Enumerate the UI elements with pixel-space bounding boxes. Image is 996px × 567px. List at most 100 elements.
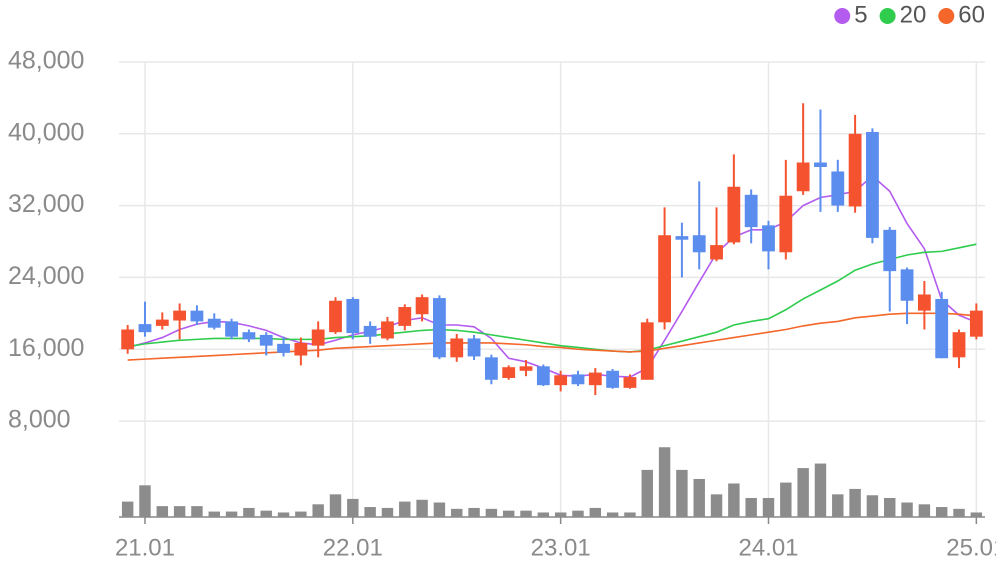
candle-body: [277, 343, 290, 353]
volume-bar: [693, 478, 705, 517]
candle-body: [450, 338, 464, 358]
volume-bar: [554, 512, 567, 517]
volume-bar: [191, 506, 203, 517]
ma-line: [127, 312, 977, 361]
volume-bar: [139, 485, 151, 517]
candle-body: [121, 329, 135, 350]
volume-bar: [468, 507, 480, 517]
y-tick-label: 16,000: [8, 334, 84, 362]
candle-body: [207, 318, 221, 328]
candle-body: [415, 297, 429, 315]
x-tick-label: 23.01: [531, 534, 591, 561]
candle-body: [692, 235, 706, 253]
volume-bar: [329, 494, 342, 517]
volume-bar: [762, 497, 775, 517]
volume-bar: [416, 499, 428, 517]
candle-body: [225, 321, 238, 337]
candle-body: [311, 329, 325, 346]
candle-body: [883, 229, 897, 272]
volume-bar: [849, 488, 861, 517]
candle-body: [173, 310, 187, 321]
volume-bar: [121, 501, 134, 517]
candle-body: [658, 235, 671, 323]
volume-bar: [520, 510, 532, 517]
candle-body: [242, 332, 256, 340]
candle-body: [814, 162, 827, 167]
candle-body: [710, 245, 723, 260]
candle-body: [536, 366, 550, 386]
volume-bar: [572, 510, 584, 517]
volume-bar: [433, 502, 446, 517]
legend-label: 60: [958, 1, 985, 28]
volume-bar: [173, 506, 186, 517]
volume-bar: [728, 483, 740, 517]
candle-body: [588, 372, 602, 386]
candle-body: [519, 366, 533, 371]
volume-bar: [589, 507, 602, 517]
x-tick-label: 25.01: [946, 534, 996, 561]
volume-bar: [641, 469, 653, 517]
candle-body: [866, 131, 879, 238]
candle-body: [329, 300, 342, 333]
volume-bar: [537, 512, 550, 517]
volume-bar: [884, 497, 896, 517]
candle-body: [762, 225, 775, 252]
volume-bar: [745, 497, 757, 517]
volume-bar: [156, 506, 169, 517]
legend-marker: [834, 8, 851, 24]
volume-bar: [208, 511, 220, 517]
candle-body: [848, 133, 862, 207]
volume-bar: [502, 510, 515, 517]
candle-body: [346, 298, 360, 334]
candle-body: [917, 294, 931, 311]
candle-body: [623, 377, 637, 388]
volume-bar: [676, 469, 688, 517]
candle-body: [796, 162, 810, 192]
candle-body: [571, 374, 585, 385]
volume-bar: [953, 508, 965, 517]
volume-bar: [260, 510, 272, 517]
volume-bar: [381, 507, 394, 517]
volume-bar: [364, 507, 376, 517]
candle-body: [138, 324, 152, 333]
candle-body: [744, 194, 758, 228]
x-tick-label: 21.01: [115, 534, 175, 561]
candle-body: [467, 338, 481, 357]
volume-bar: [295, 511, 307, 517]
candle-body: [398, 307, 412, 326]
volume-bar: [901, 502, 913, 517]
candle-body: [155, 319, 169, 326]
y-tick-label: 48,000: [8, 47, 84, 75]
candle-body: [606, 370, 620, 388]
volume-bar: [624, 512, 636, 517]
legend-label: 5: [854, 1, 867, 28]
candle-body: [363, 325, 377, 337]
candle-body: [502, 367, 516, 378]
legend-marker: [938, 8, 955, 24]
volume-bar: [451, 508, 463, 517]
volume-bar: [918, 504, 931, 517]
candle-body: [554, 375, 568, 386]
legend-label: 20: [900, 1, 927, 28]
volume-bar: [347, 498, 359, 517]
candle-body: [952, 332, 966, 358]
candle-body: [969, 310, 983, 337]
y-tick-label: 24,000: [8, 262, 84, 290]
volume-bar: [866, 495, 879, 517]
volume-bar: [710, 494, 723, 517]
volume-bar: [312, 504, 324, 517]
candle-body: [433, 298, 446, 358]
volume-bar: [399, 501, 411, 517]
volume-bar: [935, 507, 948, 517]
y-tick-label: 8,000: [8, 406, 71, 434]
legend-marker: [879, 8, 896, 24]
volume-bar: [225, 511, 238, 517]
candle-body: [779, 195, 793, 253]
candle-body: [935, 298, 949, 359]
candle-body: [259, 334, 273, 346]
candle-body: [831, 171, 845, 206]
candle-body: [640, 322, 654, 380]
volume-bar: [485, 508, 498, 517]
y-tick-label: 32,000: [8, 190, 84, 218]
